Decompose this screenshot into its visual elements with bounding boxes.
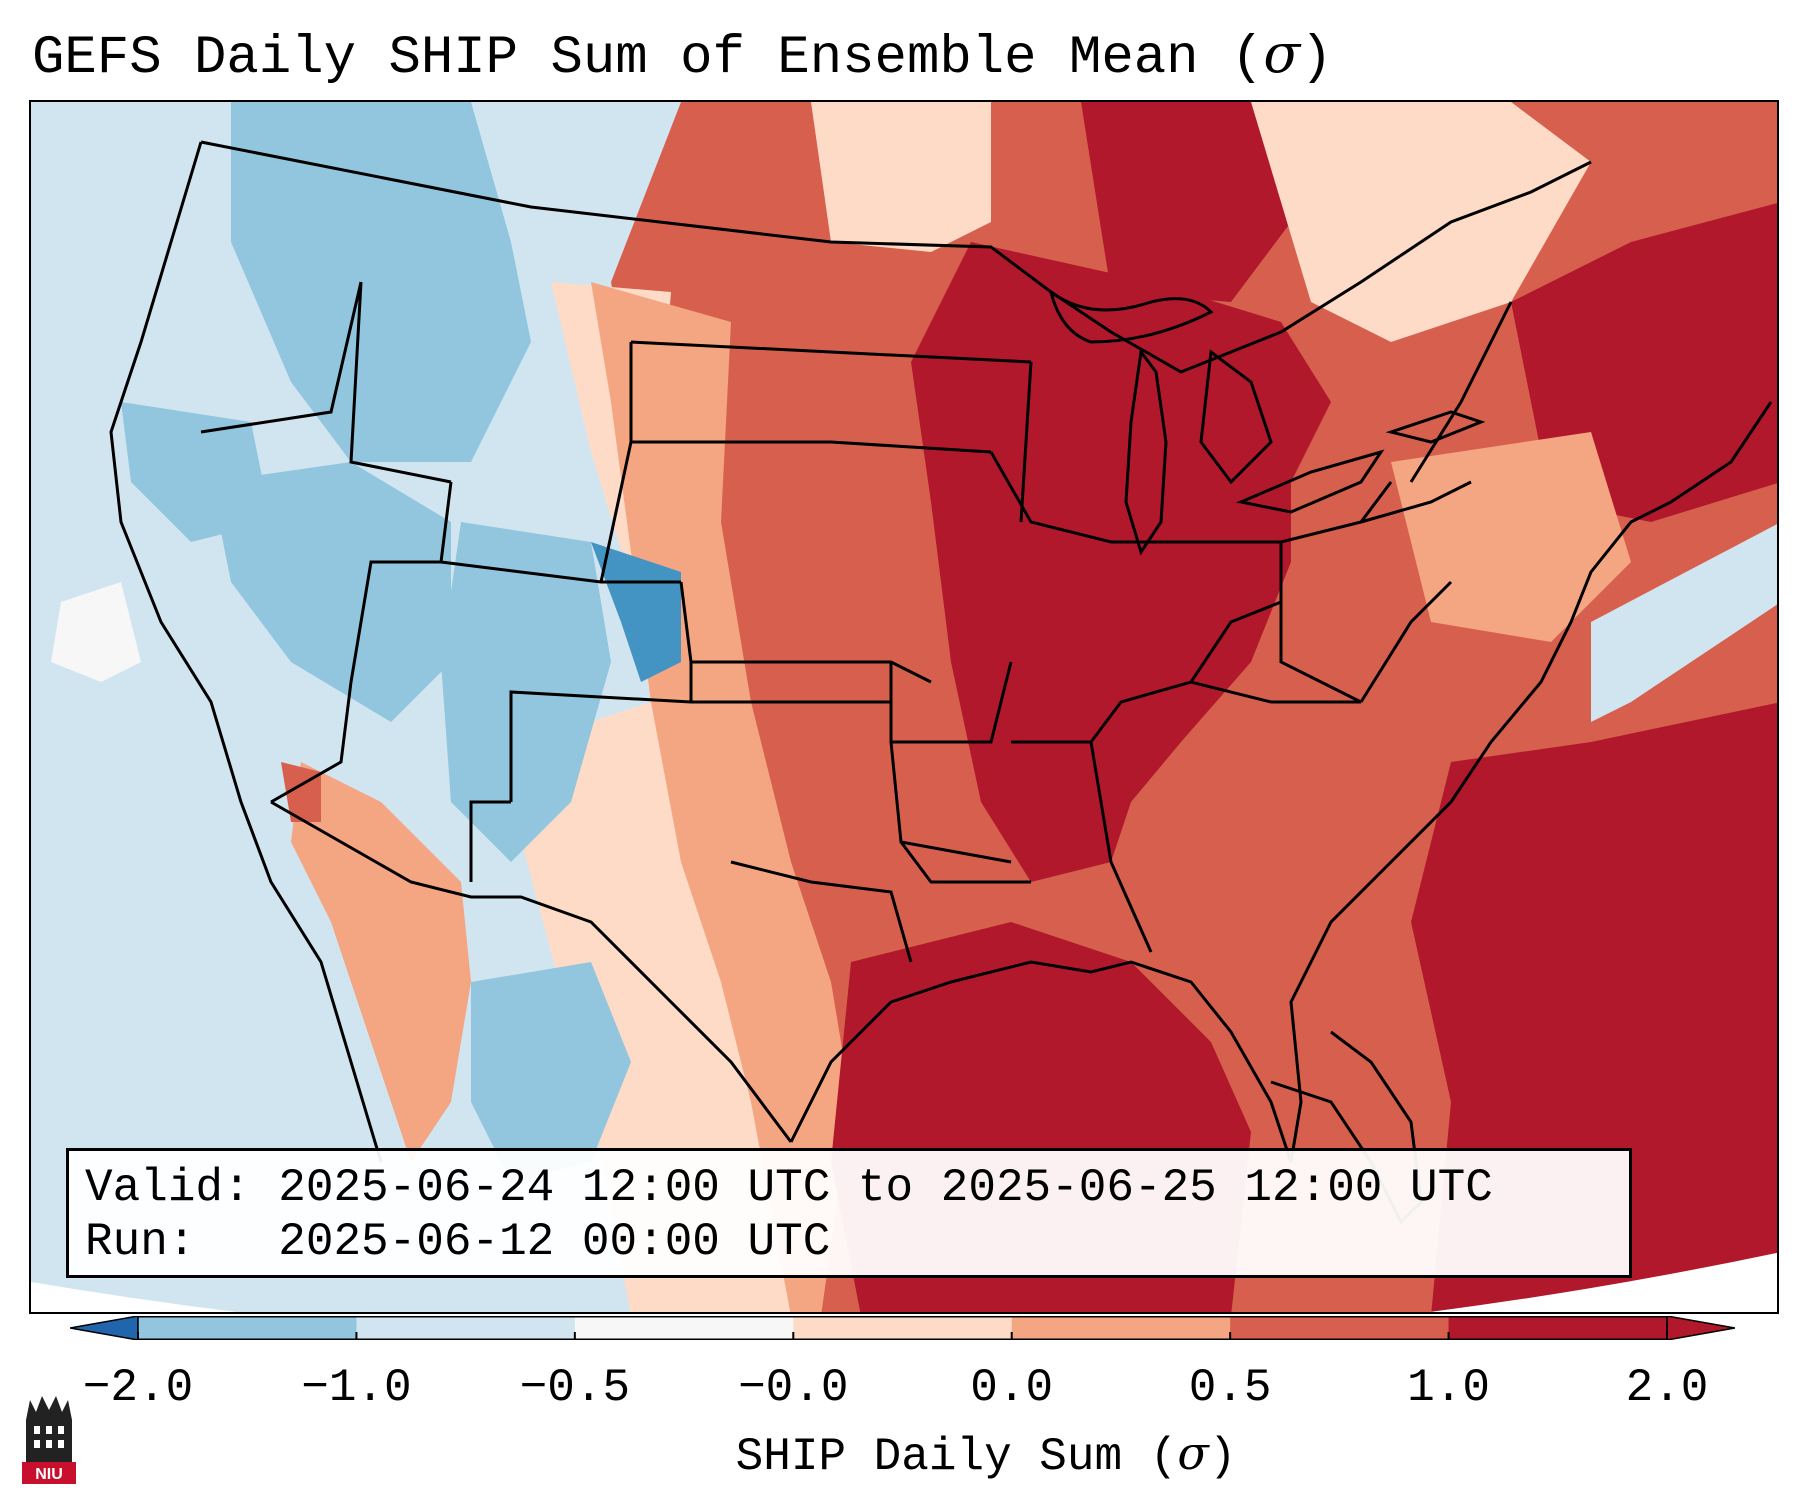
us-canada-border [200,140,1592,374]
anomaly-region-southwest-hotspot [281,762,321,822]
anomaly-region-new-england-pale [1251,102,1591,342]
us-mexico-border [270,800,793,1143]
colorbar-tick-label: 0.5 [1188,1362,1272,1414]
colorbar-tick-label: 2.0 [1625,1362,1709,1414]
title-suffix: ) [1300,28,1333,89]
anomaly-region-atlantic-blue-streak [1591,524,1777,722]
colorbar-label-sigma: σ [1177,1426,1209,1480]
anomaly-region-great-lakes [1081,102,1291,302]
colorbar-tick-label: −1.0 [301,1362,412,1414]
west-coast [109,141,383,1163]
niu-logo-icon: NIU [22,1396,76,1484]
colorbar-tick-label: 0.0 [970,1362,1054,1414]
anomaly-region-plains-salmon [591,282,851,1312]
anomaly-region-nw-blue [121,402,271,542]
colorbar-bin [1011,1316,1231,1340]
map-canvas [31,102,1777,1312]
valid-time: Valid: 2025-06-24 12:00 UTC to 2025-06-2… [85,1162,1493,1214]
colorbar [70,1316,1735,1340]
gulf-coast [789,401,1773,1163]
anomaly-region-southwest-warm [291,762,471,1162]
anomaly-region-canada-pale [811,102,991,252]
state-lines [200,281,1513,963]
colorbar-bin [1230,1316,1450,1340]
lake-ontario [1385,410,1486,444]
colorbar-bin [1448,1316,1668,1340]
logo-text: NIU [35,1466,63,1483]
colorbar-bin [574,1316,794,1340]
anomaly-map [29,100,1779,1314]
anomaly-region-mexico-blue [471,962,631,1182]
lake-erie [1235,449,1385,514]
lake-superior [1049,290,1214,344]
colorbar-bin [356,1316,576,1340]
colorbar-tick-label: −0.0 [738,1362,849,1414]
colorbar-tick-label: 1.0 [1407,1362,1490,1414]
figure-title: GEFS Daily SHIP Sum of Ensemble Mean (σ) [32,22,1333,89]
anomaly-region-pacific-neutral [51,582,141,682]
title-text: GEFS Daily SHIP Sum of Ensemble Mean ( [32,28,1264,89]
info-box: Valid: 2025-06-24 12:00 UTC to 2025-06-2… [66,1148,1632,1278]
run-time: Run: 2025-06-12 00:00 UTC [85,1216,831,1268]
boundaries [109,140,1773,1225]
colorbar-extend-min [70,1316,139,1340]
colorbar-label-text: SHIP Daily Sum ( [735,1431,1178,1483]
anomaly-region-colorado-core [591,542,681,682]
colorbar-bin [793,1316,1013,1340]
colorbar-bin [138,1316,357,1340]
lake-huron [1199,349,1273,485]
colorbar-label-suffix: ) [1208,1431,1237,1483]
colorbar-label: SHIP Daily Sum (σ) [736,1426,1237,1483]
anomaly-region-great-basin [211,462,451,722]
colorbar-tick-label: −2.0 [82,1362,194,1414]
anomaly-region-midwest-core [911,242,1331,882]
colorbar-frame [137,1316,1668,1340]
projection-edge [31,1252,1777,1312]
colorbar-tick-label: −0.5 [519,1362,631,1414]
anomaly-region-mid-atlantic-salmon [1391,432,1631,642]
lake-michigan [1124,348,1168,556]
title-sigma: σ [1263,22,1301,85]
colorbar-extend-max [1666,1316,1735,1340]
